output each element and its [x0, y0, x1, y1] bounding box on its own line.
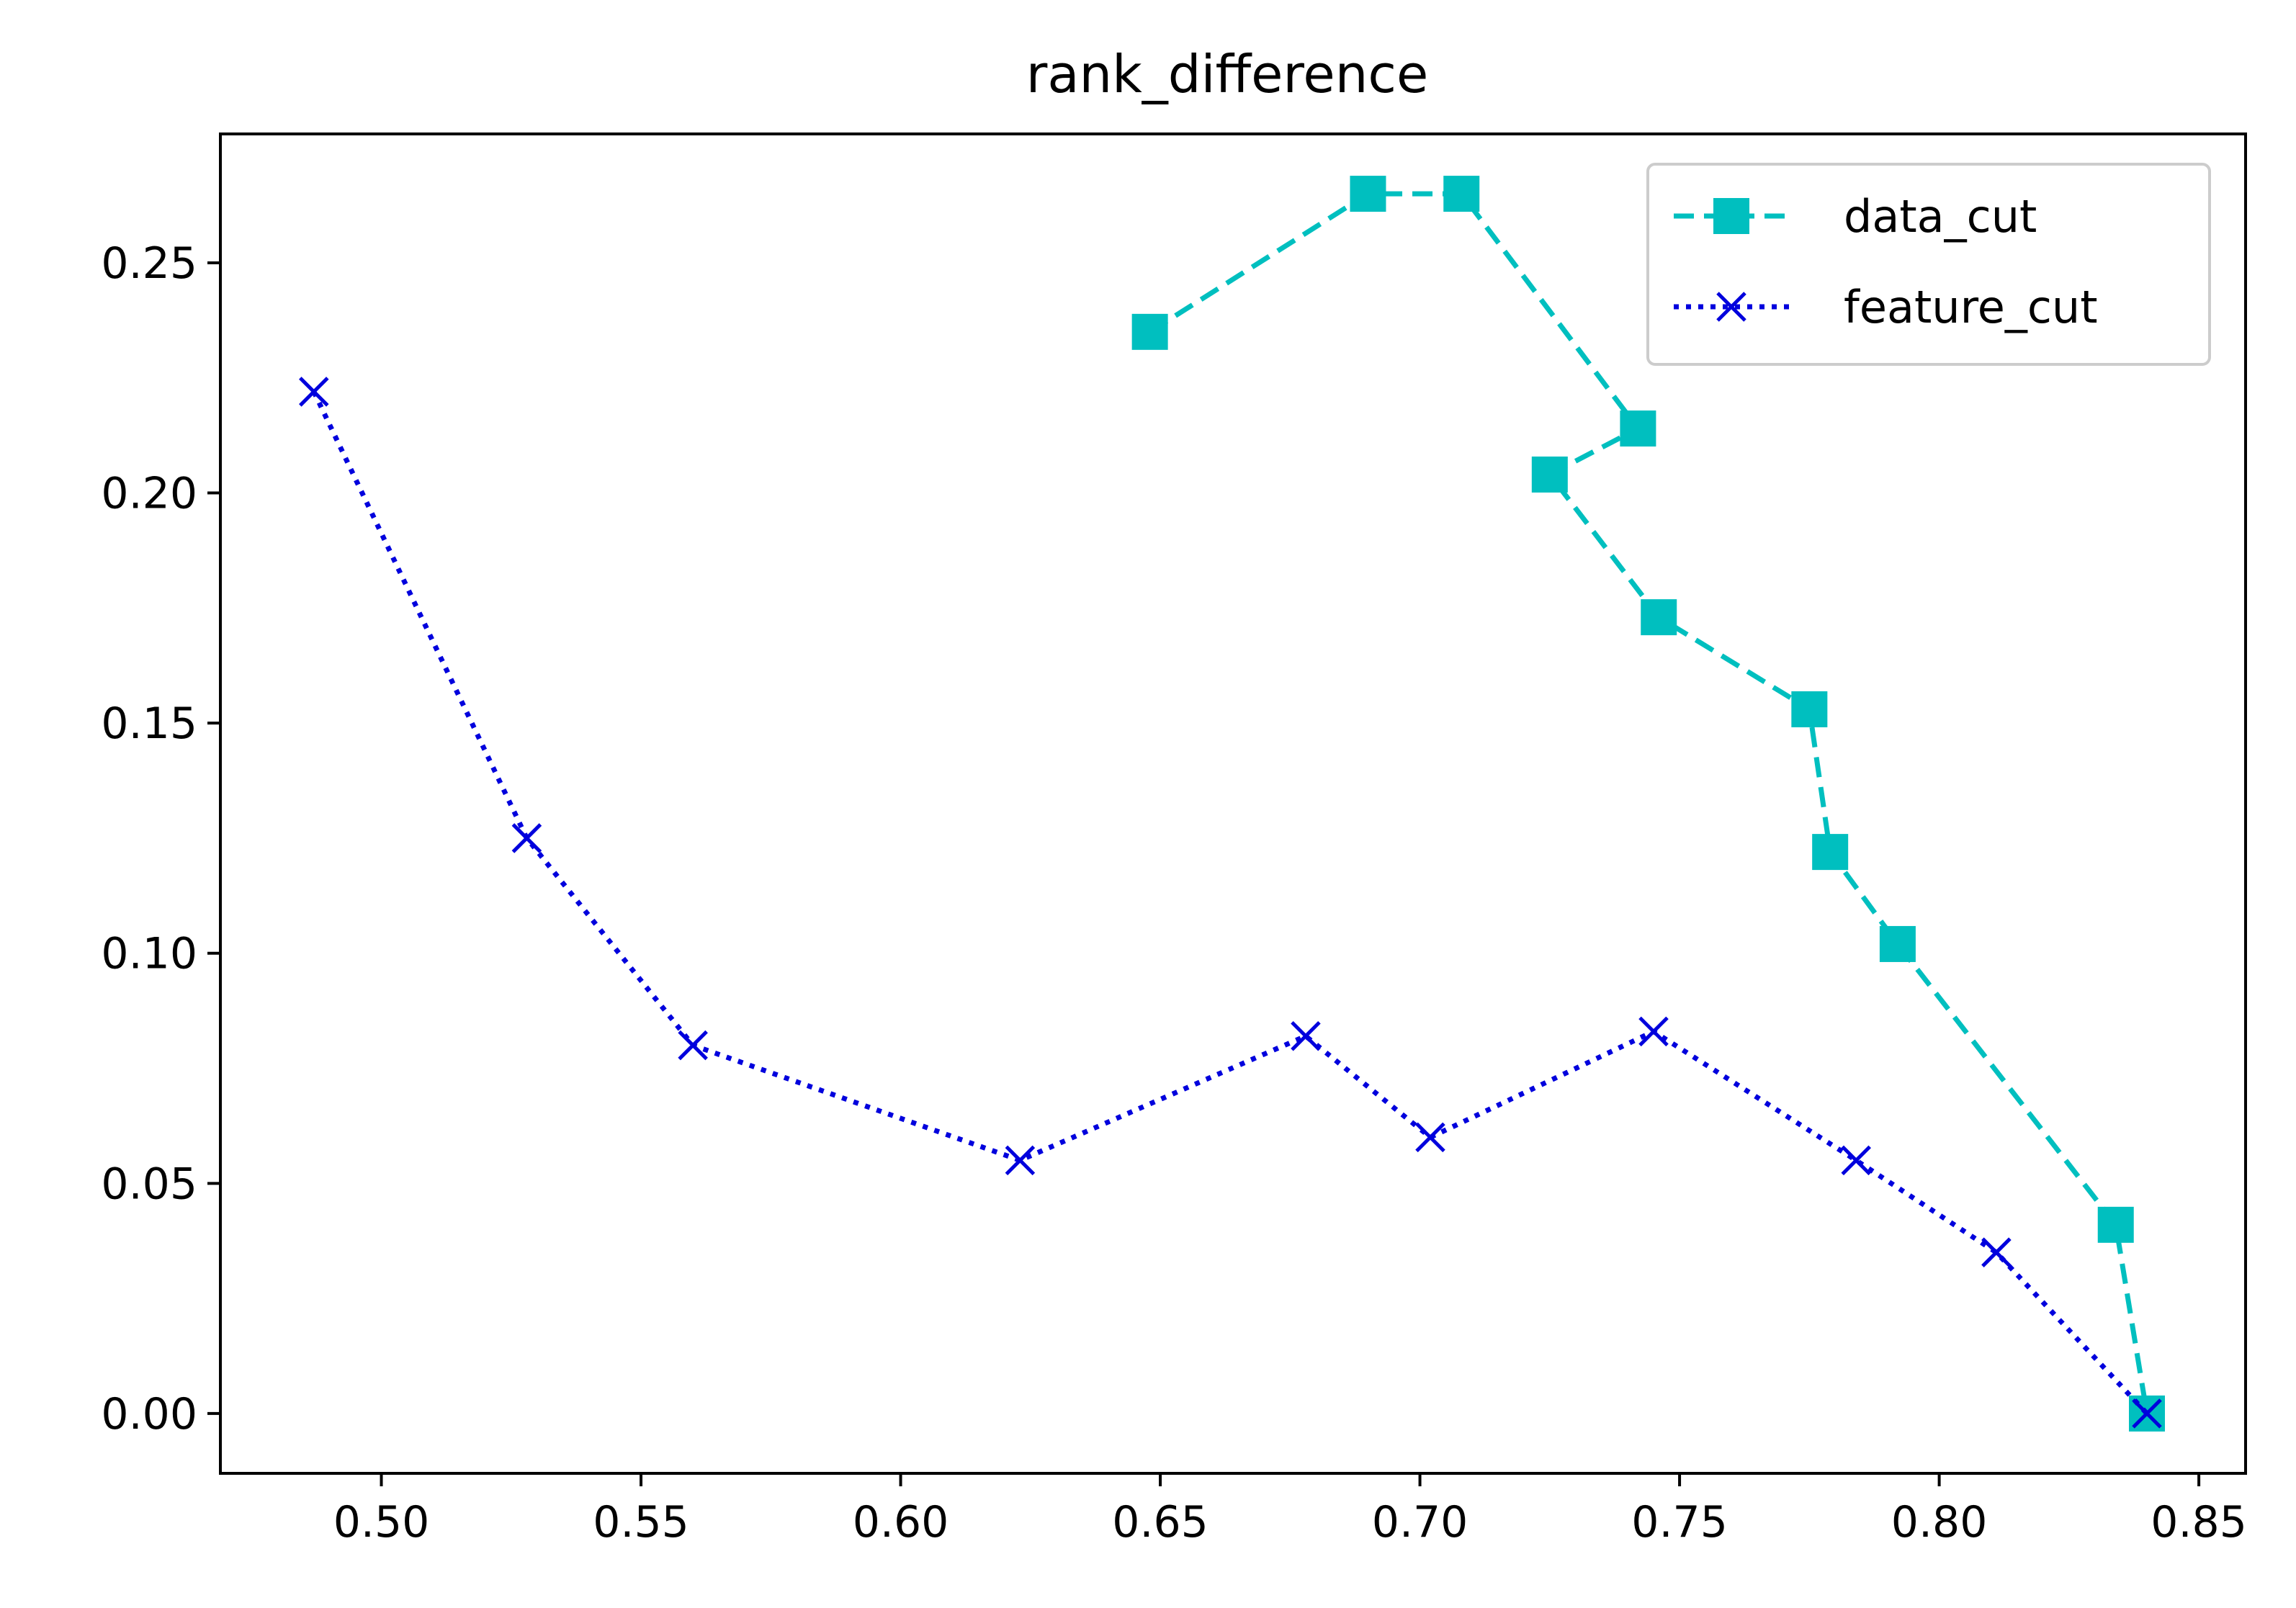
legend: data_cut feature_cut — [1646, 163, 2211, 366]
data-point-data-cut — [1350, 176, 1386, 212]
series-layer — [299, 176, 2166, 1432]
marker-x-stroke — [1716, 292, 1746, 322]
x-tick-label: 0.75 — [1631, 1497, 1728, 1548]
x-tick-label: 0.50 — [333, 1497, 430, 1548]
legend-label-feature-cut: feature_cut — [1844, 281, 2098, 333]
data-point-feature-cut — [1291, 1021, 1321, 1051]
plot-area — [219, 132, 2247, 1475]
data-point-feature-cut — [1005, 1145, 1036, 1176]
data-point-feature-cut — [299, 377, 329, 407]
data-point-data-cut — [2097, 1206, 2134, 1243]
chart-title: rank_difference — [1026, 44, 1429, 104]
data-point-data-cut — [1641, 599, 1677, 636]
y-tick-label: 0.20 — [101, 469, 197, 519]
legend-marker-feature-cut — [1716, 292, 1746, 322]
data-point-data-cut — [1812, 834, 1849, 871]
y-tick-label: 0.15 — [101, 699, 197, 749]
x-tick-label: 0.60 — [853, 1497, 949, 1548]
data-point-data-cut — [1531, 456, 1568, 493]
marker-x-stroke — [1638, 1016, 1669, 1047]
y-tick-label: 0.00 — [101, 1389, 197, 1439]
data-point-feature-cut — [678, 1030, 708, 1061]
data-point-data-cut — [1443, 176, 1480, 212]
marker-x-stroke — [511, 823, 542, 853]
x-tick-label: 0.65 — [1112, 1497, 1208, 1548]
y-tick-label: 0.05 — [101, 1159, 197, 1209]
x-tick-label: 0.55 — [593, 1497, 689, 1548]
x-tick-label: 0.85 — [2151, 1497, 2247, 1548]
marker-x-stroke — [1291, 1021, 1321, 1051]
legend-box — [1646, 163, 2211, 366]
data-point-data-cut — [1791, 691, 1828, 727]
marker-x-stroke — [678, 1030, 708, 1061]
marker-x-stroke — [2132, 1398, 2162, 1429]
data-point-feature-cut — [1415, 1122, 1445, 1153]
y-tick-label: 0.25 — [101, 238, 197, 289]
legend-label-data-cut: data_cut — [1844, 190, 2037, 243]
data-point-feature-cut — [1638, 1016, 1669, 1047]
series-line-feature-cut — [311, 390, 2149, 1416]
marker-x-stroke — [1981, 1237, 2012, 1267]
x-axis: 0.50 0.55 0.60 0.65 0.70 0.75 0.80 0.85 — [333, 1473, 2247, 1548]
x-tick-label: 0.80 — [1891, 1497, 1988, 1548]
data-point-data-cut — [1620, 410, 1656, 447]
y-axis: 0.00 0.05 0.10 0.15 0.20 0.25 — [101, 238, 220, 1439]
marker-x-stroke — [1005, 1145, 1036, 1176]
data-point-feature-cut — [511, 823, 542, 853]
marker-x-stroke — [1841, 1145, 1871, 1176]
marker-x-stroke — [1415, 1122, 1445, 1153]
data-point-data-cut — [1131, 313, 1168, 350]
y-tick-label: 0.10 — [101, 929, 197, 979]
data-point-feature-cut — [1981, 1237, 2012, 1267]
marker-x-stroke — [299, 377, 329, 407]
data-point-feature-cut — [1841, 1145, 1871, 1176]
plot-frame — [219, 132, 2247, 1475]
legend-marker-data-cut — [1713, 198, 1749, 234]
data-point-data-cut — [1879, 925, 1916, 962]
data-point-feature-cut — [2132, 1398, 2162, 1429]
x-tick-label: 0.70 — [1372, 1497, 1468, 1548]
